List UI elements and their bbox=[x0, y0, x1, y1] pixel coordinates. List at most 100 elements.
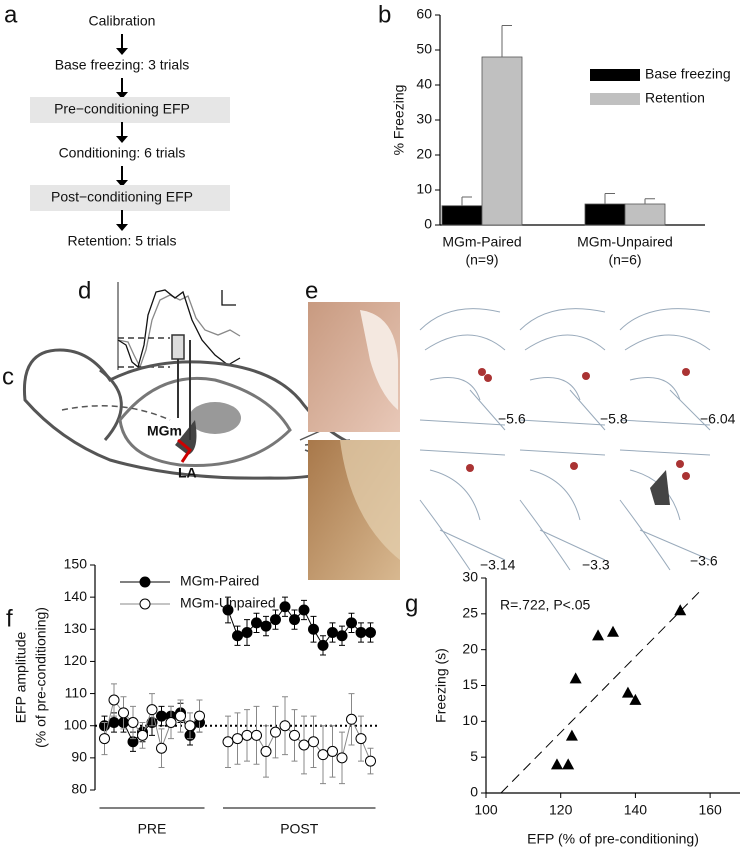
marker bbox=[621, 686, 634, 698]
y-tick-label: 30 bbox=[416, 111, 432, 127]
panel-letter: g bbox=[405, 590, 418, 617]
atlas-sketch bbox=[619, 308, 711, 431]
panel-letter: a bbox=[4, 1, 18, 28]
annotation: R=.722, P<.05 bbox=[500, 597, 591, 613]
marker bbox=[184, 720, 196, 732]
x-tick-sublabel: (n=9) bbox=[465, 252, 498, 268]
marker bbox=[146, 704, 158, 716]
marker bbox=[289, 729, 300, 741]
bar bbox=[481, 56, 523, 226]
y-tick-label: 120 bbox=[64, 652, 88, 668]
marker bbox=[346, 713, 357, 725]
x-tick-label: 140 bbox=[624, 802, 648, 818]
marker bbox=[156, 742, 167, 754]
lesion-dot bbox=[582, 372, 590, 380]
panel-letter: c bbox=[2, 363, 14, 390]
x-axis-label: EFP (% of pre-conditioning) bbox=[527, 831, 699, 847]
trace-unpaired bbox=[117, 294, 241, 369]
section-label: −6.04 bbox=[700, 411, 736, 427]
arrow-head bbox=[116, 224, 128, 231]
diagram-label: MGm bbox=[147, 423, 182, 439]
panel-letters: a b c d e f g bbox=[2, 1, 418, 632]
y-tick-label: 110 bbox=[65, 684, 88, 700]
bar bbox=[441, 205, 483, 226]
marker bbox=[156, 710, 167, 722]
y-axis-label: Freezing (s) bbox=[433, 648, 449, 723]
marker bbox=[127, 717, 139, 728]
y-tick-label: 0 bbox=[470, 784, 478, 800]
y-tick-label: 150 bbox=[64, 556, 88, 572]
marker bbox=[592, 629, 605, 641]
brain-outline bbox=[118, 376, 292, 468]
marker bbox=[137, 729, 148, 741]
y-tick-label: 40 bbox=[416, 76, 432, 92]
section-label: −5.8 bbox=[600, 411, 628, 427]
y-tick-label: 140 bbox=[64, 588, 88, 604]
marker bbox=[355, 627, 367, 638]
atlas-sketch bbox=[519, 308, 606, 431]
panel-letter: b bbox=[378, 1, 391, 28]
marker bbox=[232, 630, 243, 642]
scale-bar bbox=[221, 290, 236, 306]
bar bbox=[624, 203, 666, 226]
marker bbox=[629, 693, 642, 705]
group-label: POST bbox=[280, 821, 319, 837]
y-tick-label: 5 bbox=[470, 748, 478, 764]
head-line bbox=[61, 405, 171, 421]
la-marker bbox=[650, 470, 670, 505]
legend-marker bbox=[139, 598, 151, 610]
y-tick-label: 90 bbox=[71, 749, 87, 765]
marker bbox=[260, 745, 272, 757]
marker bbox=[298, 739, 310, 751]
mgm-region bbox=[189, 402, 241, 434]
legend-swatch bbox=[590, 69, 640, 81]
diagram-label: LA bbox=[178, 465, 197, 481]
arrow-head bbox=[116, 136, 128, 143]
y-tick-label: 25 bbox=[462, 605, 478, 621]
marker bbox=[165, 717, 177, 728]
marker bbox=[365, 627, 376, 638]
marker bbox=[194, 710, 205, 722]
marker bbox=[336, 630, 348, 642]
error-bar bbox=[461, 196, 472, 206]
lesion-dot bbox=[484, 374, 492, 382]
marker bbox=[222, 604, 234, 616]
marker bbox=[308, 736, 319, 748]
marker bbox=[251, 729, 262, 741]
ear bbox=[99, 368, 123, 441]
marker bbox=[279, 601, 291, 613]
arrow-head bbox=[116, 48, 128, 55]
flow-step: Retention: 5 trials bbox=[68, 233, 177, 249]
x-tick-label: MGm-Paired bbox=[442, 234, 521, 250]
x-tick-label: 120 bbox=[549, 802, 573, 818]
y-tick-label: 80 bbox=[71, 781, 87, 797]
y-tick-label: 30 bbox=[462, 569, 478, 585]
x-tick-label: MGm-Unpaired bbox=[577, 234, 673, 250]
flow-step: Post−conditioning EFP bbox=[51, 189, 193, 205]
y-tick-label: 10 bbox=[462, 712, 478, 728]
marker bbox=[270, 726, 281, 738]
trace bbox=[117, 282, 241, 370]
marker bbox=[562, 758, 575, 770]
lesion-dot bbox=[466, 464, 474, 472]
marker bbox=[298, 604, 310, 616]
marker bbox=[108, 717, 120, 728]
marker bbox=[569, 672, 582, 684]
marker bbox=[607, 625, 619, 637]
marker bbox=[336, 752, 348, 764]
legend-marker bbox=[139, 576, 151, 588]
marker bbox=[241, 627, 253, 638]
legend-label: MGm-Unpaired bbox=[180, 595, 276, 611]
flow-step: Base freezing: 3 trials bbox=[55, 57, 190, 73]
marker bbox=[355, 733, 367, 745]
section-label: −3.6 bbox=[690, 553, 718, 569]
marker bbox=[251, 617, 262, 629]
y-tick-label: 15 bbox=[462, 676, 478, 692]
y-axis-label: % Freezing bbox=[391, 85, 407, 156]
panel-letter: f bbox=[6, 605, 13, 632]
y-tick-label: 20 bbox=[416, 146, 432, 162]
marker bbox=[317, 639, 329, 651]
error-bar bbox=[501, 25, 512, 57]
marker bbox=[241, 729, 253, 741]
